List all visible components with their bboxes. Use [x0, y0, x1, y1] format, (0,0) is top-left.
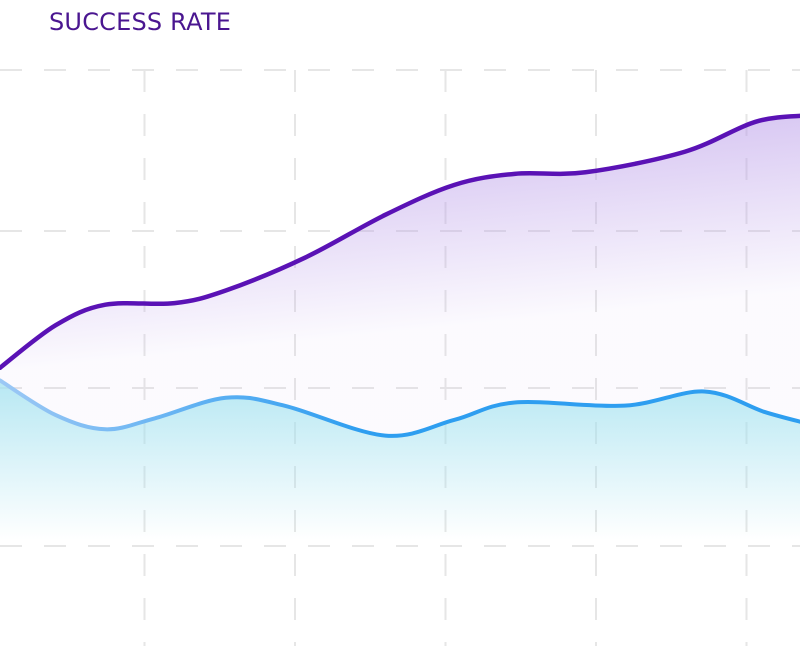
- series-2-line: [0, 378, 800, 438]
- series-2-area: [0, 380, 800, 540]
- chart-title: SUCCESS RATE: [49, 8, 232, 36]
- series-1-area: [0, 115, 800, 436]
- series-1-line: [0, 113, 800, 371]
